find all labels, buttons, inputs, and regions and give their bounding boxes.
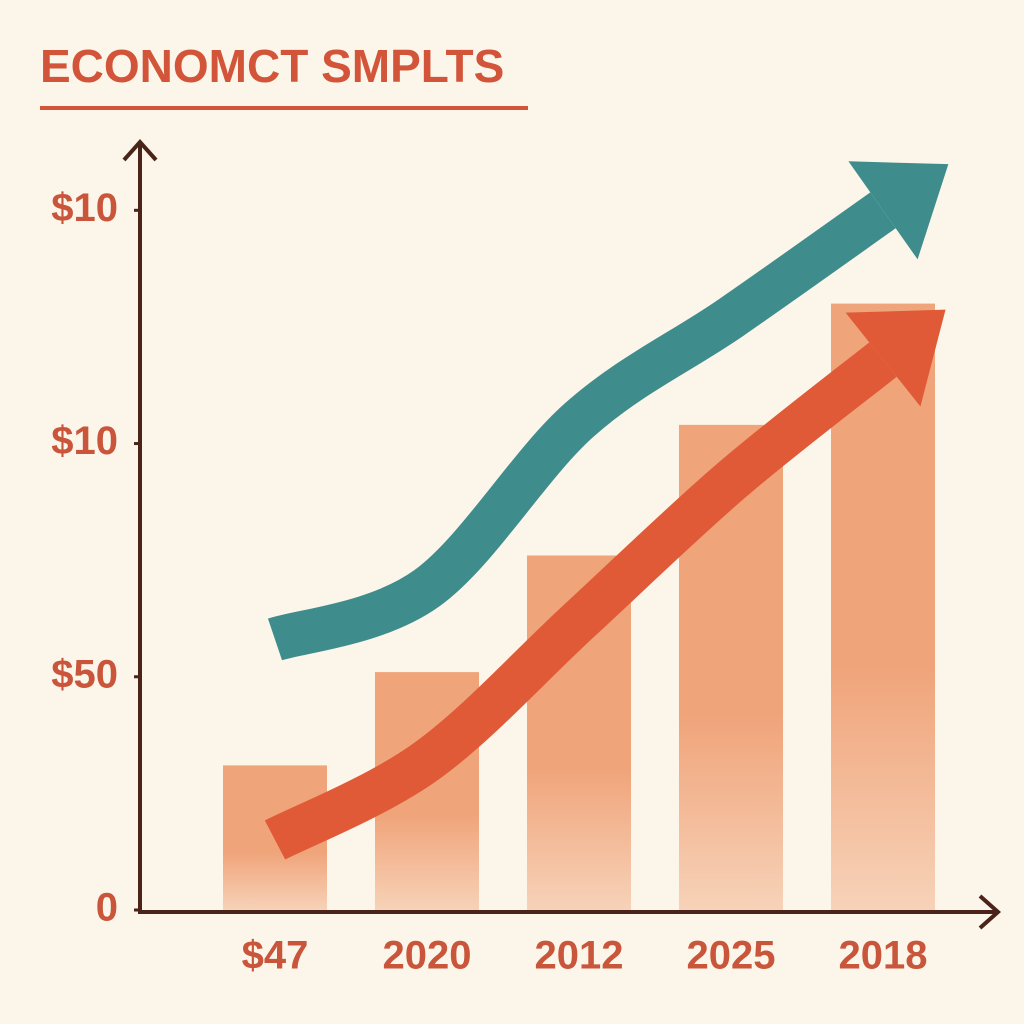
lines	[264, 161, 949, 860]
x-tick-label: 2025	[687, 934, 776, 978]
x-tick-label: 2020	[383, 934, 472, 978]
chart-title: ECONOMCT SMPLTS	[40, 40, 504, 92]
trend-arrowhead	[845, 309, 946, 407]
y-tick-label: $10	[51, 419, 118, 463]
trend-arrowhead	[848, 161, 949, 260]
x-tick-label: $47	[242, 934, 309, 978]
y-tick-label: $10	[51, 186, 118, 230]
trend-line	[267, 192, 896, 661]
y-tick-label: $50	[51, 652, 118, 696]
trend-line	[264, 342, 897, 860]
x-axis-arrow	[978, 894, 1002, 930]
x-tick-label: 2018	[839, 934, 928, 978]
x-tick-label: 2012	[535, 934, 624, 978]
y-tick-label: 0	[96, 886, 118, 930]
y-axis-arrow	[122, 138, 158, 162]
